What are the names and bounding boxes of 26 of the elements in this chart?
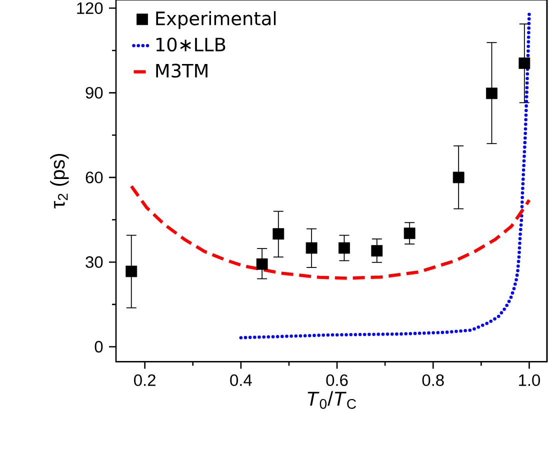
y-tick-label: 90 [86,86,103,99]
y-tick-label: 30 [86,256,103,268]
text: 1.0 [519,374,540,386]
point [452,172,464,184]
x-tick-label: 0.6 [326,374,348,386]
point [404,228,416,240]
y-tick-label: 60 [86,172,103,184]
legend-label: 10∗LLB [156,38,226,52]
y-tick-label: 0 [94,340,103,353]
point [126,266,138,278]
x-tick-label: 0.2 [134,374,156,386]
y-axis-title: τ$_{2}$ (ps) [50,154,69,208]
x-tick-label: 0.8 [422,374,444,386]
point [272,228,284,240]
x-axis-title: T$_{0}$/T$_{C}$ [308,391,356,409]
legend-label: M3TM [156,64,208,78]
point [256,258,268,270]
point [338,242,350,254]
y-tick-label: 120 [77,2,103,14]
line-series [130,184,531,280]
point [486,88,498,100]
legend-label: Experimental [156,11,276,29]
point [518,57,530,69]
point [371,245,383,257]
x-tick-label: 0.4 [230,374,252,386]
point [306,242,318,254]
